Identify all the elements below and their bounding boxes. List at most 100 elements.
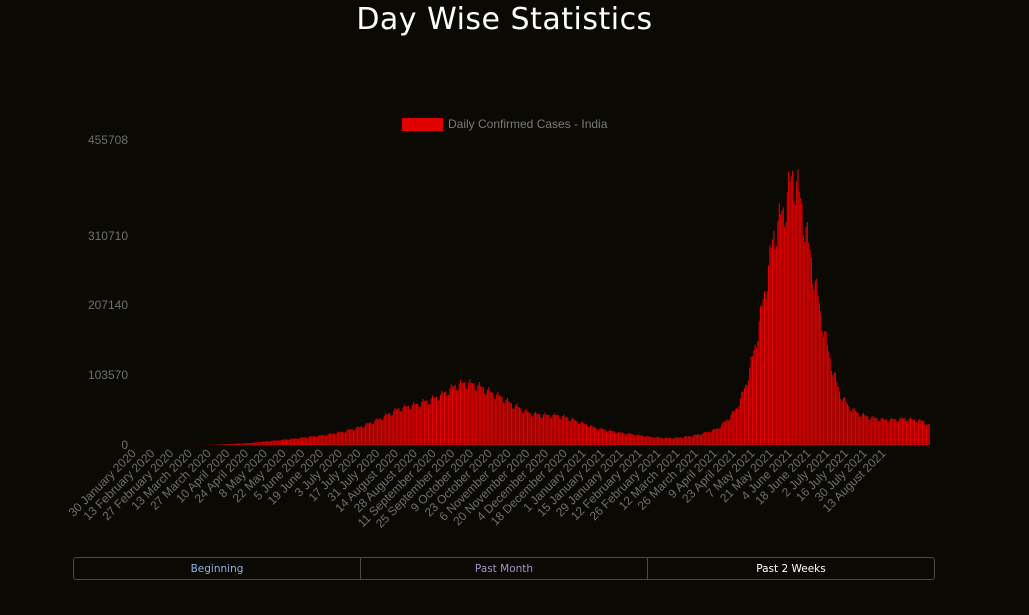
bar (300, 437, 302, 445)
bar (730, 414, 732, 445)
bar (893, 418, 895, 445)
bar (658, 437, 660, 445)
past-month-button[interactable]: Past Month (361, 558, 648, 579)
past-2-weeks-button[interactable]: Past 2 Weeks (756, 562, 826, 575)
bar (332, 433, 334, 445)
bar (391, 414, 393, 445)
bar (561, 416, 563, 445)
bar (705, 432, 707, 445)
bar (406, 406, 408, 445)
bar (593, 427, 596, 445)
bar (757, 340, 759, 445)
bar (620, 432, 622, 445)
bar (415, 403, 417, 445)
bar (612, 431, 614, 445)
bar (891, 417, 893, 445)
bar (765, 298, 767, 445)
bar (840, 398, 842, 445)
bar (607, 431, 609, 445)
bar (402, 407, 404, 445)
bar (818, 303, 820, 445)
bar (614, 431, 616, 445)
bar (295, 438, 297, 445)
y-axis: 0 103570 207140 310710 455708 (88, 133, 128, 452)
bar (364, 424, 367, 445)
bar (584, 423, 586, 445)
bar (597, 429, 600, 445)
bar (323, 434, 325, 445)
bar (423, 401, 425, 445)
bar (232, 443, 234, 445)
bar (394, 408, 396, 445)
bar (664, 437, 666, 445)
bar (559, 418, 561, 445)
bar (339, 432, 341, 445)
bar (642, 435, 644, 445)
bar (235, 443, 237, 445)
bar (741, 391, 743, 445)
bar (626, 434, 628, 445)
bar (296, 438, 298, 445)
bar (395, 409, 397, 445)
bar (481, 386, 483, 445)
bar (774, 249, 776, 445)
bar (529, 412, 531, 445)
bar (837, 386, 839, 445)
bar (543, 414, 545, 445)
bar (713, 428, 715, 445)
bar (725, 420, 727, 445)
bar (344, 432, 346, 445)
bar (524, 410, 526, 445)
bar (279, 440, 281, 445)
bar (334, 434, 336, 445)
bar (671, 438, 673, 445)
bar (863, 412, 865, 445)
bar (834, 373, 837, 445)
bar (719, 427, 721, 445)
y-tick-label: 0 (121, 438, 128, 452)
bar (767, 265, 770, 445)
bar (682, 437, 684, 445)
beginning-button[interactable]: Beginning (74, 558, 361, 579)
bar (872, 415, 874, 445)
bar (354, 429, 356, 445)
bar (721, 424, 723, 445)
bar (378, 418, 380, 445)
bar (889, 419, 891, 445)
bar (592, 426, 594, 445)
bar (551, 417, 553, 445)
bar (691, 436, 693, 445)
bar (678, 437, 680, 445)
bar (640, 435, 642, 445)
bar (501, 396, 503, 445)
bar (383, 415, 385, 445)
bar (443, 392, 446, 445)
bar (777, 220, 779, 445)
bar (697, 434, 699, 445)
bar (514, 405, 517, 445)
bar (599, 428, 601, 445)
bar (917, 420, 920, 445)
bar (686, 436, 688, 445)
bar (596, 429, 598, 445)
bar (261, 441, 263, 445)
bar (861, 414, 863, 445)
bar (905, 421, 907, 445)
bar (844, 397, 846, 445)
bar (663, 438, 665, 445)
bar (738, 405, 740, 445)
bar (401, 411, 403, 445)
bar (735, 408, 737, 445)
bar (662, 438, 664, 445)
bar (537, 414, 539, 445)
bar (497, 392, 499, 445)
chart-legend[interactable]: Daily Confirmed Cases - India (402, 117, 608, 131)
bar (900, 416, 902, 445)
bar (727, 420, 729, 445)
bar (330, 433, 332, 445)
bar (362, 427, 364, 445)
bar (786, 192, 788, 445)
bar (348, 429, 350, 445)
bar (569, 421, 571, 445)
bar (526, 411, 529, 445)
